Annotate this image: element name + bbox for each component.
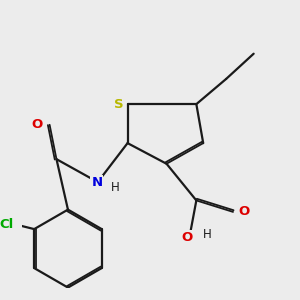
Text: O: O xyxy=(239,206,250,218)
Text: S: S xyxy=(115,98,124,111)
Text: H: H xyxy=(202,228,211,241)
Text: O: O xyxy=(31,118,42,131)
Text: Cl: Cl xyxy=(0,218,14,231)
Text: H: H xyxy=(111,181,120,194)
Text: O: O xyxy=(182,231,193,244)
Text: N: N xyxy=(91,176,102,189)
